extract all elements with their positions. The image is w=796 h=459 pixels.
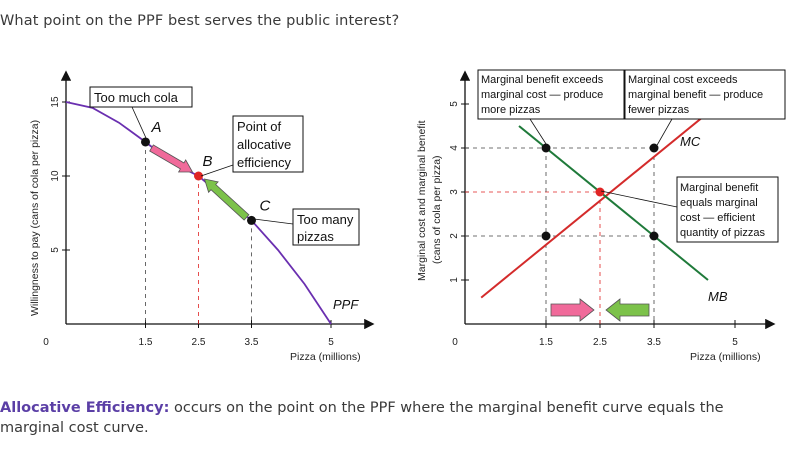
left-x-tick-label: 1.5 xyxy=(139,337,153,348)
left-x-tick-label: 5 xyxy=(328,337,334,348)
mc-mb-point xyxy=(649,143,659,153)
too-many-pizzas-box xyxy=(292,208,360,246)
right-y-tick-label: 2 xyxy=(449,233,460,239)
right-x-tick-label: 3.5 xyxy=(647,337,661,348)
ppf-point-b xyxy=(194,171,203,181)
mc-mb-point xyxy=(541,231,551,241)
right-y-tick-label: 1 xyxy=(449,277,460,283)
right-x-tick-label: 2.5 xyxy=(593,337,607,348)
mc-exceeds-1: Marginal cost exceeds xyxy=(628,74,738,86)
ppf-point-c xyxy=(247,215,256,225)
too-many-leader xyxy=(253,218,294,225)
question-text: What point on the PPF best serves the pu… xyxy=(0,13,400,29)
too-much-cola-box xyxy=(89,86,193,108)
mc-curve xyxy=(480,112,709,299)
allocative-label-3: efficiency xyxy=(237,155,291,170)
right-y-tick-label: 5 xyxy=(449,101,460,107)
mb-exceeds-box xyxy=(477,69,625,120)
left-y-title: Willingness to pay (cans of cola per piz… xyxy=(29,120,41,316)
left-x-tick-label: 3.5 xyxy=(245,337,259,348)
mc-mb-point xyxy=(541,143,551,153)
mc-exceeds-box xyxy=(624,69,786,120)
left-y-tick-label: 5 xyxy=(50,247,61,253)
too-many-label-2: pizzas xyxy=(297,229,334,244)
caption: Allocative Efficiency: occurs on the poi… xyxy=(0,398,780,438)
ppf-point-label-b: B xyxy=(203,153,213,170)
mb-exceeds-1: Marginal benefit exceeds xyxy=(481,74,604,86)
allocative-leader xyxy=(200,164,234,177)
caption-text: occurs on the point on the PPF where the… xyxy=(0,400,724,436)
mb-exceeds-leader xyxy=(529,118,549,148)
ppf-chart: 0 1.5 2.5 3.5 5 5 10 15 A B C Too much cola Point… xyxy=(29,70,375,363)
right-x-title: Pizza (millions) xyxy=(690,351,761,363)
mb-exceeds-2: marginal cost — produce xyxy=(481,89,603,101)
equals-2: equals marginal xyxy=(680,197,758,209)
allocative-box xyxy=(232,115,304,173)
left-y-tick-label: 15 xyxy=(50,96,61,108)
right-y-title-1: Marginal cost and marginal benefit xyxy=(416,120,428,281)
ppf-point-a xyxy=(141,137,150,147)
right-x-tick-label: 0 xyxy=(452,337,458,348)
right-y-title-2: (cans of cola per pizza) xyxy=(431,155,443,264)
mc-mb-point xyxy=(649,231,659,241)
ppf-point-label-a: A xyxy=(151,119,162,136)
ppf-point-label-c: C xyxy=(260,197,271,214)
pink-arrow-right xyxy=(550,298,595,322)
mc-exceeds-leader xyxy=(655,118,673,148)
cola-leader xyxy=(131,106,147,139)
left-x-tick-label: 0 xyxy=(43,337,49,348)
mc-label: MC xyxy=(680,134,701,149)
equals-4: quantity of pizzas xyxy=(680,227,765,239)
equals-1: Marginal benefit xyxy=(680,182,758,194)
equals-leader xyxy=(600,190,678,208)
mb-label: MB xyxy=(708,289,728,304)
too-much-cola-label: Too much cola xyxy=(94,90,179,105)
right-x-tick-label: 5 xyxy=(732,337,738,348)
allocative-label-1: Point of xyxy=(237,119,281,134)
mb-exceeds-3: more pizzas xyxy=(481,104,541,116)
left-y-tick-label: 10 xyxy=(50,170,61,182)
mb-curve xyxy=(518,125,709,281)
too-many-label-1: Too many xyxy=(297,212,354,227)
ppf-label: PPF xyxy=(333,297,359,312)
allocative-label-2: allocative xyxy=(237,137,291,152)
green-arrow-right xyxy=(605,298,650,322)
left-x-title: Pizza (millions) xyxy=(290,351,361,363)
equals-3: cost — efficient xyxy=(680,212,755,224)
mc-mb-chart: 0 1.5 2.5 3.5 5 1 2 3 4 5 Marginal benefit exceed… xyxy=(416,69,786,363)
green-arrow-left xyxy=(203,178,250,221)
equals-box xyxy=(676,176,779,243)
mc-exceeds-3: fewer pizzas xyxy=(628,104,690,116)
mc-mb-point xyxy=(595,187,605,197)
mc-exceeds-2: marginal benefit — produce xyxy=(628,89,763,101)
pink-arrow-left xyxy=(149,144,194,173)
caption-term: Allocative Efficiency: xyxy=(0,400,170,416)
right-y-tick-label: 3 xyxy=(449,189,460,195)
right-x-tick-label: 1.5 xyxy=(539,337,553,348)
right-y-tick-label: 4 xyxy=(449,145,460,151)
left-x-tick-label: 2.5 xyxy=(192,337,206,348)
